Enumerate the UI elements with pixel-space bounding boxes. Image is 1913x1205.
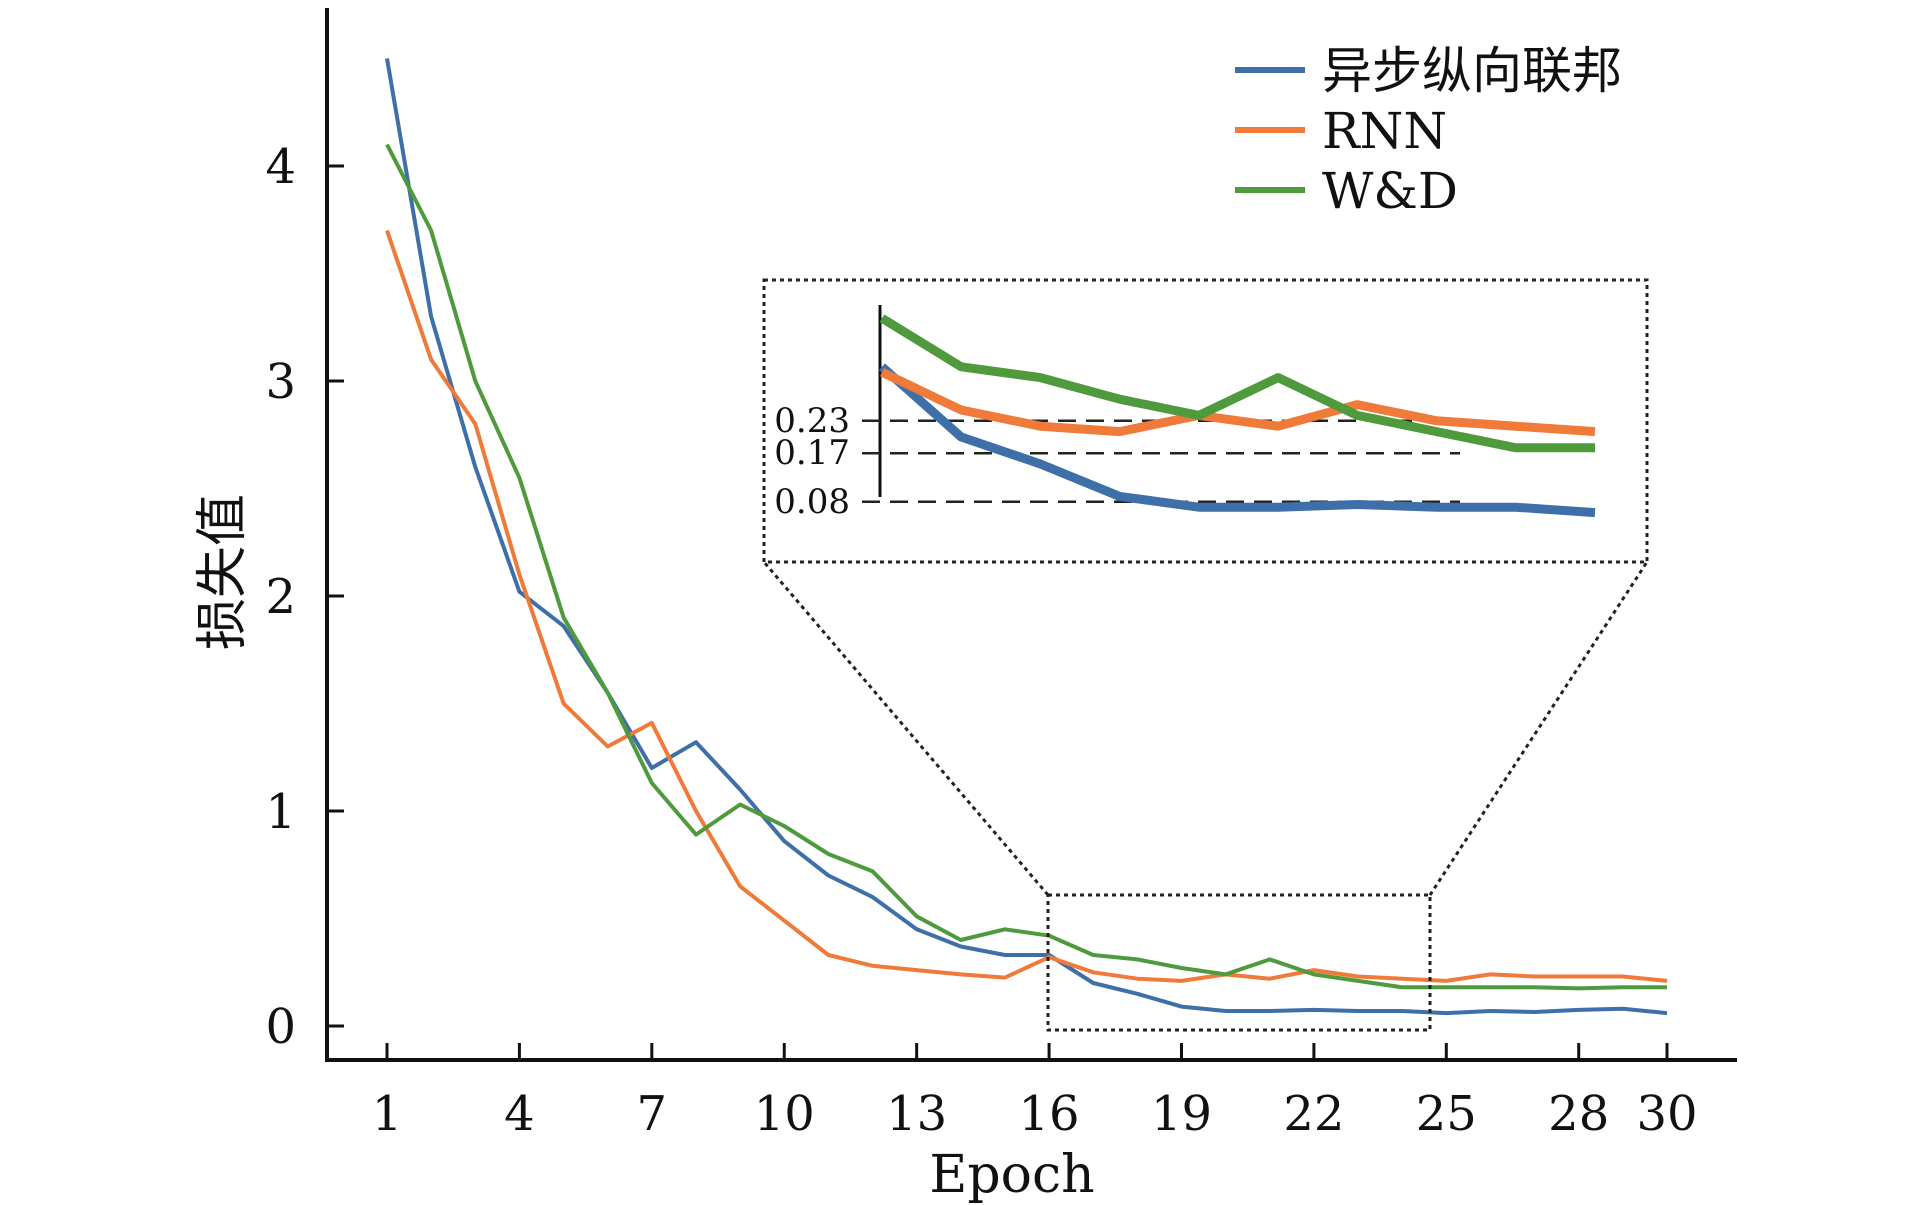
inset-reference-label: 0.17 bbox=[774, 433, 850, 473]
zoom-connector-right bbox=[1428, 561, 1649, 896]
y-tick-label: 0 bbox=[265, 999, 296, 1055]
x-tick-label: 19 bbox=[1151, 1086, 1212, 1142]
x-tick-label: 30 bbox=[1636, 1086, 1697, 1142]
y-tick-label: 3 bbox=[265, 354, 296, 410]
inset-series-line-1 bbox=[880, 368, 1596, 437]
inset-series-line-0 bbox=[879, 363, 1596, 518]
x-tick-label: 25 bbox=[1416, 1086, 1477, 1142]
legend-label: W&D bbox=[1322, 162, 1458, 220]
inset-series-line-2 bbox=[879, 314, 1595, 453]
y-tick-label: 1 bbox=[265, 784, 296, 840]
x-tick-label: 10 bbox=[754, 1086, 815, 1142]
series-line-2 bbox=[385, 143, 1667, 991]
x-tick-label: 7 bbox=[637, 1086, 668, 1142]
x-tick-label: 13 bbox=[886, 1086, 947, 1142]
x-tick-label: 1 bbox=[372, 1086, 403, 1142]
x-tick-label: 28 bbox=[1548, 1086, 1609, 1142]
inset-series-lines bbox=[879, 314, 1596, 518]
zoom-region-box bbox=[1046, 893, 1432, 1032]
x-tick-label: 22 bbox=[1283, 1086, 1344, 1142]
x-axis-title: Epoch bbox=[929, 1145, 1094, 1205]
x-ticks: 1 4 7 10 13 16 19 22 25 28 30 bbox=[372, 1043, 1698, 1142]
x-tick-label: 4 bbox=[504, 1086, 535, 1142]
legend-label: RNN bbox=[1322, 102, 1447, 160]
series-lines bbox=[385, 58, 1668, 1016]
inset-reference-label: 0.08 bbox=[774, 482, 850, 522]
x-tick-label: 16 bbox=[1019, 1086, 1080, 1142]
inset-reference-lines: 0.230.17 0.08 bbox=[774, 401, 1460, 522]
y-ticks: 0 1 2 3 4 bbox=[265, 139, 344, 1055]
legend-label: 异步纵向联邦 bbox=[1322, 42, 1622, 100]
inset-reference-label: 0.23 bbox=[774, 401, 850, 441]
y-axis-title: 损失值 bbox=[193, 494, 253, 650]
zoom-connector-left bbox=[762, 561, 1050, 896]
series-line-1 bbox=[385, 229, 1668, 983]
y-tick-label: 2 bbox=[265, 569, 296, 625]
y-tick-label: 4 bbox=[265, 139, 296, 195]
